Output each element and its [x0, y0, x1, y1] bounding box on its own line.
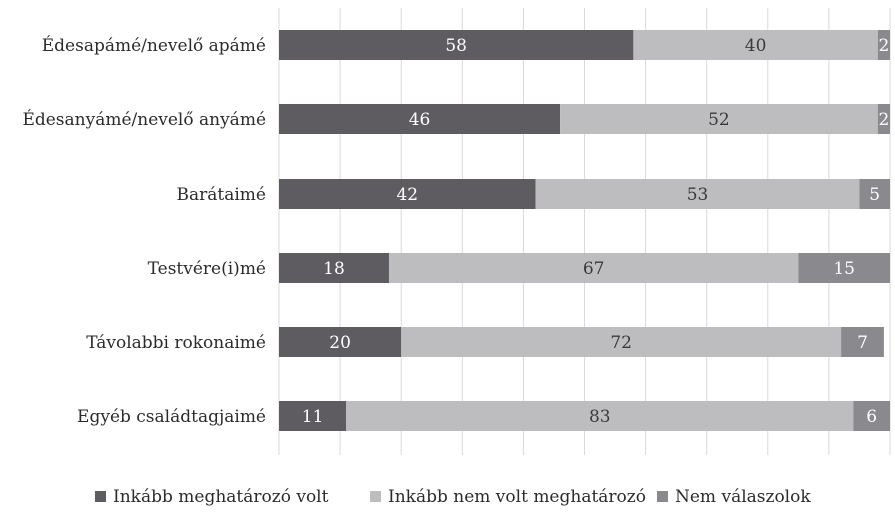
category-label: Távolabbi rokonaimé	[86, 333, 266, 353]
data-label: 53	[687, 185, 709, 205]
category-label: Édesapámé/nevelő apámé	[42, 35, 266, 56]
data-label: 2	[878, 110, 889, 130]
bar-segment	[279, 327, 402, 357]
bar-segment	[841, 327, 884, 357]
data-label: 20	[329, 333, 351, 353]
legend: Inkább meghatározó volt Inkább nem volt m…	[95, 487, 811, 507]
bar-segment	[279, 179, 536, 209]
bar-segment	[279, 401, 347, 431]
data-label: 83	[589, 407, 611, 427]
data-label: 72	[610, 333, 632, 353]
data-label: 52	[708, 110, 730, 130]
bar-segment	[877, 30, 890, 60]
bar-segment	[346, 401, 854, 431]
legend-label: Inkább meghatározó volt	[113, 487, 329, 507]
category-label: Barátaimé	[177, 185, 266, 205]
bar-segment	[859, 179, 890, 209]
legend-swatch	[370, 491, 381, 502]
legend-swatch	[95, 491, 106, 502]
bar-segment	[279, 104, 561, 134]
bar-segment	[560, 104, 878, 134]
data-label: 2	[878, 36, 889, 56]
bar-segment	[279, 253, 389, 283]
category-labels: Édesapámé/nevelő apámé Édesanyámé/nevelő …	[22, 35, 266, 427]
data-label: 11	[302, 407, 324, 427]
gridlines	[278, 8, 891, 455]
data-label: 6	[866, 407, 877, 427]
data-label: 15	[833, 259, 855, 279]
legend-swatch	[657, 491, 668, 502]
data-label: 40	[745, 36, 767, 56]
category-label: Testvére(i)mé	[148, 259, 266, 279]
legend-label: Inkább nem volt meghatározó	[388, 487, 646, 507]
data-label: 46	[409, 110, 431, 130]
legend-label: Nem válaszolok	[675, 487, 811, 507]
data-label: 7	[857, 333, 868, 353]
data-label: 42	[396, 185, 418, 205]
data-label: 67	[583, 259, 605, 279]
category-label: Egyéb családtagjaimé	[77, 407, 266, 427]
bar-segment	[633, 30, 878, 60]
bar-segment	[853, 401, 890, 431]
bar-segment	[798, 253, 890, 283]
bar-segment	[401, 327, 842, 357]
bar-segment	[388, 253, 799, 283]
data-label: 18	[323, 259, 345, 279]
data-label: 5	[869, 185, 880, 205]
bar-segment	[279, 30, 634, 60]
bar-segment	[877, 104, 890, 134]
bars: 58 40 2 46 52 2 42 53 5 18 67 15 20 72 7 11 83 6	[279, 30, 890, 431]
category-label: Édesanyámé/nevelő anyámé	[22, 109, 266, 130]
data-label: 58	[445, 36, 467, 56]
bar-segment	[535, 179, 860, 209]
